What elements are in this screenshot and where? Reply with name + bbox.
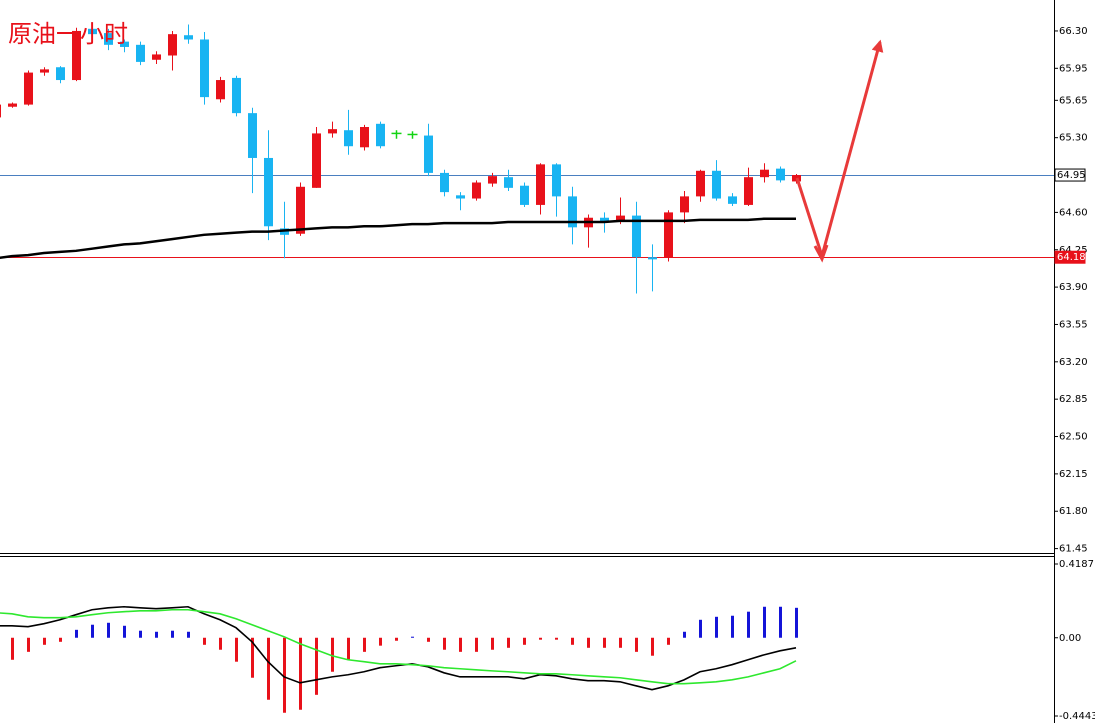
candle-body <box>40 69 49 73</box>
candle-body <box>328 129 337 134</box>
y-tick-label: 65.30 <box>1059 133 1088 144</box>
y-tick-label: 62.85 <box>1059 394 1088 405</box>
candle-body <box>696 170 705 197</box>
candle-body <box>568 196 577 228</box>
y-tick-label: -0.4443 <box>1059 711 1095 722</box>
y-tick-label: 65.95 <box>1059 63 1088 74</box>
candle-body <box>600 217 609 221</box>
forecast-arrowhead <box>813 244 829 263</box>
y-tick-label: 0.4187 <box>1059 559 1094 570</box>
y-tick-label: 64.25 <box>1059 245 1088 256</box>
candle-body <box>104 33 113 45</box>
candle-body <box>472 182 481 199</box>
candle-body <box>488 176 497 184</box>
candle-body <box>120 41 129 47</box>
candle-body <box>72 30 81 81</box>
candle-body <box>312 133 321 188</box>
candle-body <box>168 34 177 56</box>
candle-body <box>88 28 97 35</box>
candle-body <box>152 54 161 60</box>
candle-body <box>0 104 1 118</box>
candle-body <box>440 172 449 193</box>
candle-body <box>632 215 641 258</box>
candle-body <box>360 127 369 148</box>
candle-body <box>136 44 145 62</box>
candle-body <box>424 135 433 173</box>
y-tick-label: 63.20 <box>1059 357 1088 368</box>
y-tick-label: 64.60 <box>1059 207 1088 218</box>
candle-body <box>504 177 513 188</box>
candle-body <box>232 77 241 114</box>
y-tick-label: 65.65 <box>1059 95 1088 106</box>
candle-body <box>456 195 465 199</box>
candle-body <box>728 196 737 204</box>
candle-body <box>344 130 353 147</box>
y-tick-label: 62.15 <box>1059 469 1088 480</box>
macd-line <box>0 608 797 685</box>
y-tick-label: 0.00 <box>1059 633 1081 644</box>
candle-body <box>296 186 305 234</box>
candle-body <box>536 164 545 205</box>
candle-body <box>648 257 657 260</box>
candle-body <box>760 169 769 178</box>
candle-body <box>712 170 721 199</box>
candle-body <box>200 39 209 98</box>
candle-body <box>376 123 385 147</box>
candle-body <box>8 103 17 107</box>
y-tick-label: 63.90 <box>1059 282 1088 293</box>
y-tick-label: 66.30 <box>1059 26 1088 37</box>
y-tick-label: 63.55 <box>1059 319 1088 330</box>
y-tick-label: 61.80 <box>1059 506 1088 517</box>
candle-body <box>248 113 257 158</box>
candle-body <box>664 212 673 258</box>
candle-body <box>184 35 193 40</box>
candle-body <box>216 80 225 100</box>
price-label: 64.95 <box>1057 170 1086 181</box>
candle-body <box>616 215 625 221</box>
price-label-box <box>1054 250 1086 264</box>
y-tick-label: 61.45 <box>1059 544 1088 555</box>
candle-body <box>24 72 33 105</box>
candle-body <box>744 177 753 205</box>
chart-title: 原油一小时 <box>8 20 128 48</box>
candle-body <box>56 67 65 81</box>
plot-area: 66.30 65.95 65.65 65.30 64.60 64.25 63.90 63.55… <box>0 24 1095 722</box>
candle-body <box>264 157 273 227</box>
y-tick-label: 62.50 <box>1059 432 1088 443</box>
moving-average <box>0 217 796 260</box>
candle-body <box>680 196 689 213</box>
candle-body <box>776 168 785 181</box>
candle-body <box>520 185 529 205</box>
price-label-box <box>1054 168 1086 182</box>
macd-line <box>0 605 797 691</box>
price-label: 64.18 <box>1057 252 1086 263</box>
candle-body <box>552 164 561 197</box>
